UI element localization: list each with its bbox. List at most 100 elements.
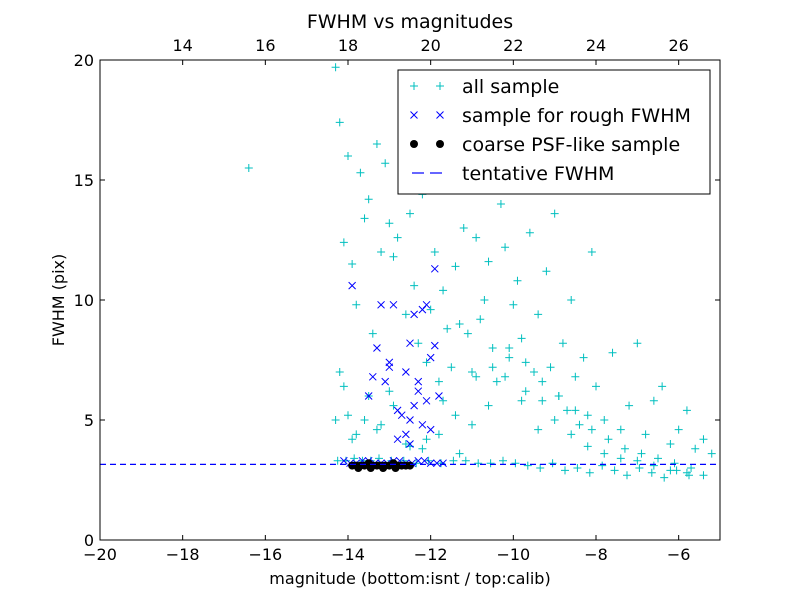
data-point (488, 363, 497, 372)
data-point (538, 377, 547, 386)
data-point (633, 339, 642, 348)
x-tick-label: −6 (667, 545, 691, 564)
data-point (546, 363, 555, 372)
data-point (587, 425, 596, 434)
data-point (707, 449, 716, 458)
data-point (426, 305, 435, 314)
data-point (414, 339, 423, 348)
data-point (439, 286, 448, 295)
data-point (381, 377, 390, 386)
data-point (360, 214, 369, 223)
data-point (492, 377, 501, 386)
data-point (468, 420, 476, 429)
data-point (534, 425, 543, 434)
data-point (592, 382, 600, 391)
data-point (372, 140, 381, 148)
x-tick-label: −8 (584, 545, 608, 564)
data-point (406, 416, 414, 424)
data-point (410, 401, 418, 410)
data-point (670, 459, 679, 468)
data-point (620, 444, 629, 453)
data-point (426, 353, 435, 362)
data-point (461, 456, 470, 465)
data-point (623, 471, 631, 480)
data-point (356, 168, 365, 177)
data-point (472, 372, 481, 381)
data-point (672, 466, 681, 475)
data-point (451, 262, 460, 271)
data-point (571, 406, 580, 415)
data-point (373, 344, 381, 352)
data-point (468, 368, 476, 376)
data-point (685, 471, 693, 480)
data-point (402, 430, 410, 439)
data-point (406, 339, 414, 348)
data-point (641, 430, 650, 439)
data-point (496, 200, 505, 208)
y-tick-label: 5 (84, 411, 94, 430)
data-point (389, 252, 398, 261)
data-point (333, 456, 342, 465)
data-point (699, 435, 708, 444)
data-point (447, 363, 456, 372)
data-point (511, 459, 520, 468)
data-point (410, 281, 419, 290)
top-axis: 14 16 18 20 22 24 26 (172, 36, 689, 65)
data-point (426, 459, 435, 468)
legend-entry: coarse PSF-like sample (410, 134, 680, 156)
data-point (488, 344, 497, 352)
data-point (414, 377, 423, 386)
data-point (352, 430, 361, 439)
data-point (530, 368, 538, 376)
data-point (401, 310, 410, 319)
data-point (567, 430, 576, 439)
data-point (517, 334, 526, 343)
data-point (486, 459, 495, 468)
legend-entry: sample for rough FWHM (410, 105, 691, 127)
data-point (654, 454, 662, 463)
data-point (575, 420, 584, 429)
data-point (534, 310, 543, 319)
data-point (635, 464, 644, 472)
top-tick-label: 24 (586, 36, 606, 55)
legend-entry: all sample (410, 76, 559, 98)
data-point (422, 300, 431, 309)
data-point (608, 348, 617, 357)
data-point (505, 344, 514, 352)
data-point (443, 324, 452, 333)
data-point (451, 411, 460, 420)
plot-area (100, 63, 720, 482)
data-point (550, 416, 559, 424)
data-point (401, 440, 410, 448)
legend-marker (436, 140, 444, 148)
data-point (472, 233, 481, 242)
data-point (687, 464, 696, 472)
top-tick-label: 20 (420, 36, 440, 55)
data-point (610, 466, 619, 475)
legend-box (397, 69, 711, 195)
data-point (348, 260, 357, 268)
x-tick-label: −10 (496, 545, 530, 564)
top-tick-label: 14 (172, 36, 192, 55)
data-point (463, 329, 472, 338)
data-point (418, 420, 427, 429)
data-point (389, 401, 398, 410)
y-tick-label: 20 (74, 51, 94, 70)
legend-marker (436, 82, 444, 90)
data-point (598, 461, 607, 470)
data-point (379, 464, 388, 472)
data-point (517, 396, 526, 405)
data-point (372, 425, 381, 434)
data-point (368, 372, 377, 381)
data-point (523, 461, 532, 470)
data-point (474, 459, 483, 468)
data-point (583, 442, 592, 451)
data-point (244, 164, 253, 172)
series-coarse-psf-like-sample (348, 459, 414, 472)
data-point (377, 300, 385, 309)
data-point (406, 209, 414, 218)
data-point (571, 372, 580, 381)
data-point (484, 257, 493, 266)
data-point (422, 358, 431, 367)
data-point (377, 248, 386, 256)
